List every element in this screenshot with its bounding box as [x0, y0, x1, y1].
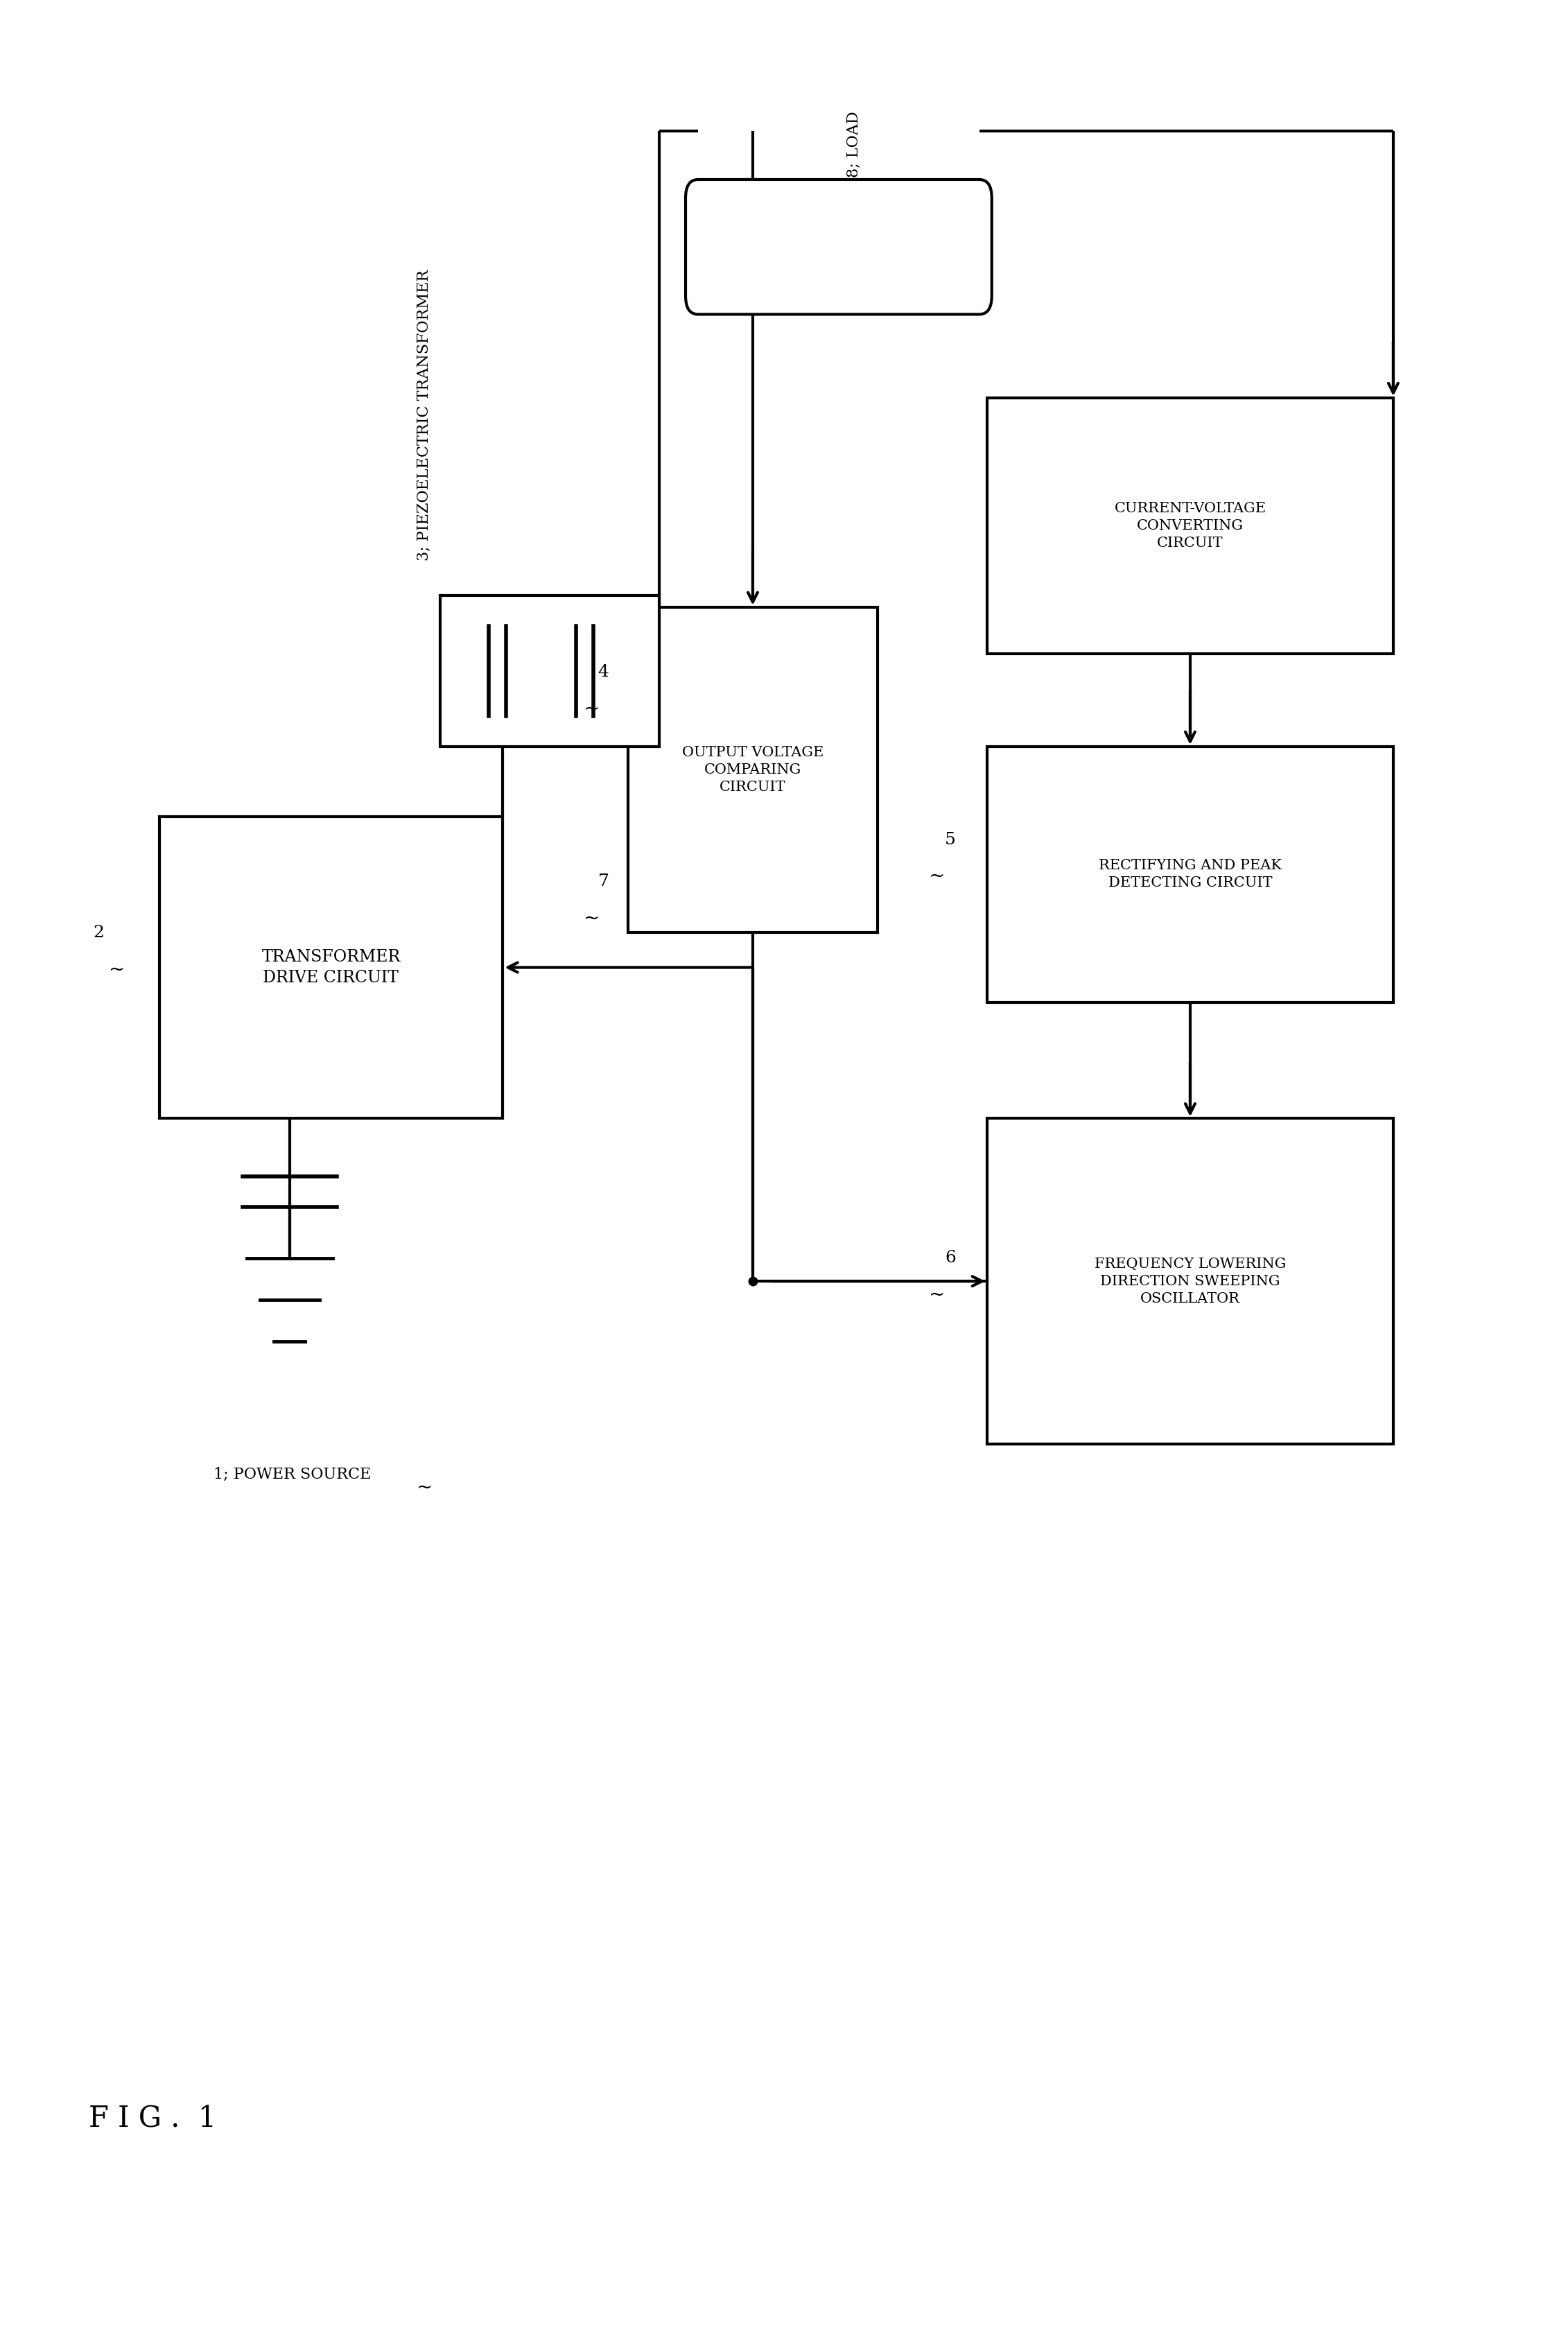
FancyBboxPatch shape — [627, 608, 878, 932]
Text: TRANSFORMER
DRIVE CIRCUIT: TRANSFORMER DRIVE CIRCUIT — [262, 948, 400, 986]
Text: 3; PIEZOELECTRIC TRANSFORMER: 3; PIEZOELECTRIC TRANSFORMER — [417, 270, 433, 562]
Text: F I G .  1: F I G . 1 — [89, 2104, 216, 2132]
Text: CURRENT-VOLTAGE
CONVERTING
CIRCUIT: CURRENT-VOLTAGE CONVERTING CIRCUIT — [1115, 501, 1265, 550]
Text: 7: 7 — [597, 874, 608, 890]
FancyBboxPatch shape — [441, 596, 659, 746]
Text: 6: 6 — [946, 1249, 956, 1265]
Text: ~: ~ — [110, 960, 125, 979]
Text: ~: ~ — [583, 909, 599, 927]
Text: ~: ~ — [583, 699, 599, 720]
Text: 2: 2 — [94, 925, 105, 941]
FancyBboxPatch shape — [158, 816, 503, 1118]
FancyBboxPatch shape — [988, 398, 1394, 655]
FancyBboxPatch shape — [988, 746, 1394, 1002]
Text: ~: ~ — [417, 1480, 433, 1498]
Text: FREQUENCY LOWERING
DIRECTION SWEEPING
OSCILLATOR: FREQUENCY LOWERING DIRECTION SWEEPING OS… — [1094, 1258, 1286, 1305]
Text: ~: ~ — [928, 867, 946, 885]
Text: 1; POWER SOURCE: 1; POWER SOURCE — [213, 1468, 372, 1482]
Text: 5: 5 — [946, 832, 956, 848]
Text: 4: 4 — [597, 664, 608, 680]
FancyBboxPatch shape — [988, 1118, 1394, 1445]
Text: 8; LOAD: 8; LOAD — [847, 112, 862, 177]
Text: RECTIFYING AND PEAK
DETECTING CIRCUIT: RECTIFYING AND PEAK DETECTING CIRCUIT — [1099, 860, 1281, 890]
Text: ~: ~ — [928, 1286, 946, 1305]
Text: OUTPUT VOLTAGE
COMPARING
CIRCUIT: OUTPUT VOLTAGE COMPARING CIRCUIT — [682, 746, 823, 795]
FancyBboxPatch shape — [685, 179, 993, 315]
